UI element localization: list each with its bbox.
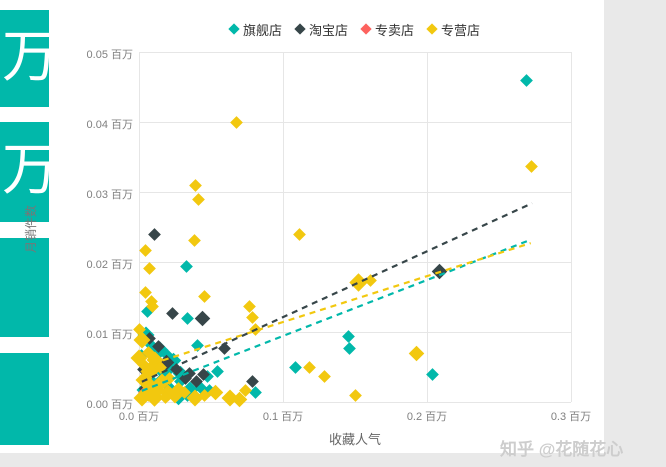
x-tick-label: 0.0 百万	[118, 411, 160, 423]
trendline	[141, 242, 532, 369]
legend-item-label: 淘宝店	[308, 22, 348, 38]
v-gridline	[139, 52, 140, 402]
h-gridline	[139, 402, 571, 403]
legend-item-franchise-store[interactable]: 专营店	[426, 20, 481, 39]
h-gridline	[139, 122, 571, 123]
legend-diamond-icon	[426, 23, 438, 35]
v-gridline	[571, 52, 572, 402]
legend-item-taobao-store[interactable]: 淘宝店	[294, 20, 348, 39]
y-tick-label: 0.03 百万	[86, 189, 133, 201]
legend-item-exclusive-store[interactable]: 专卖店	[360, 20, 415, 39]
v-gridline	[283, 52, 284, 402]
legend-diamond-icon	[228, 23, 240, 35]
kpi-card-2[interactable]: 万	[0, 122, 49, 222]
kpi-card-1[interactable]: 万	[0, 10, 49, 107]
legend-item-label: 专卖店	[375, 22, 415, 38]
legend-diamond-icon	[360, 23, 372, 35]
y-tick-label: 0.00 百万	[86, 399, 133, 411]
y-tick-label: 0.05 百万	[86, 49, 133, 61]
legend-item-flagship-store[interactable]: 旗舰店	[228, 20, 282, 39]
plot-area[interactable]	[130, 52, 572, 407]
x-tick-label: 0.1 百万	[262, 411, 304, 423]
report-canvas: 万 万 月销件数 旗舰店 淘宝店 专卖店 专营店 收藏人气 知乎 @花随花心 0.00…	[0, 0, 623, 459]
x-axis-title: 收藏人气	[328, 432, 381, 447]
h-gridline	[139, 332, 571, 333]
legend-item-label: 专营店	[441, 22, 481, 38]
legend-diamond-icon	[294, 23, 306, 35]
trendline	[141, 202, 533, 383]
y-tick-label: 0.04 百万	[86, 119, 133, 131]
grid-layer	[139, 52, 572, 403]
x-tick-label: 0.3 百万	[550, 411, 592, 423]
kpi-card-2-value: 万	[2, 137, 49, 201]
kpi-card-1-value: 万	[2, 24, 49, 88]
watermark: 知乎 @花随花心	[500, 440, 624, 459]
kpi-card-3[interactable]	[0, 238, 49, 337]
trendlines-layer	[141, 202, 533, 392]
h-gridline	[139, 52, 571, 53]
legend-item-label: 旗舰店	[242, 22, 282, 38]
h-gridline	[139, 192, 571, 193]
kpi-card-4[interactable]	[0, 353, 49, 445]
y-tick-label: 0.02 百万	[86, 259, 133, 271]
chart-legend: 旗舰店 淘宝店 专卖店 专营店	[139, 20, 571, 38]
y-axis-title-text: 月销件数	[24, 204, 38, 253]
trendline	[141, 239, 530, 392]
h-gridline	[139, 262, 571, 263]
x-tick-label: 0.2 百万	[406, 411, 448, 423]
v-gridline	[427, 52, 428, 402]
y-tick-label: 0.01 百万	[86, 329, 133, 341]
